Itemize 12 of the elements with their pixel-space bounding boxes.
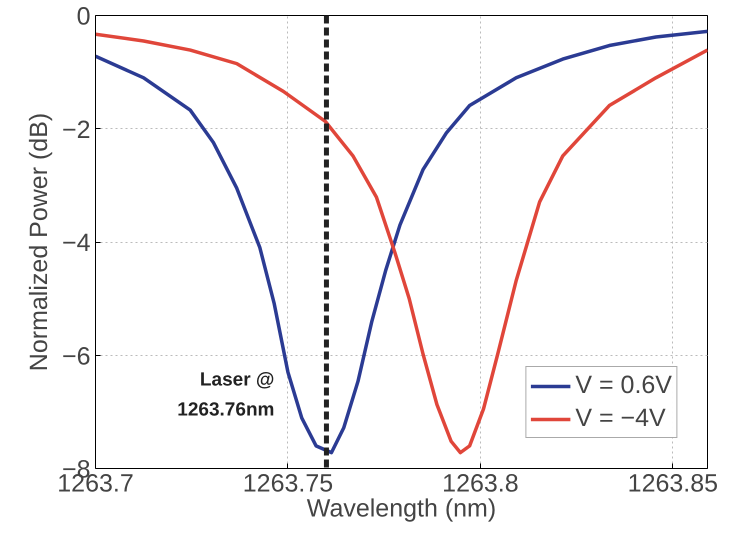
y-tick-label: 0	[76, 2, 90, 30]
y-tick-label: −4	[62, 229, 91, 257]
y-tick-label: −2	[62, 116, 91, 144]
y-axis-title: Normalized Power (dB)	[24, 112, 53, 372]
x-axis-title: Wavelength (nm)	[306, 494, 496, 522]
x-tick-label: 1263.85	[628, 470, 718, 498]
x-tick-label: 1263.75	[242, 470, 334, 498]
legend-label: V = −4V	[575, 404, 666, 433]
legend-label: V = 0.6V	[575, 371, 672, 400]
x-tick-label: 1263.8	[442, 470, 519, 498]
y-tick-label: −6	[62, 342, 91, 370]
ref-line-label: Laser @ 1263.76nm	[177, 370, 274, 420]
